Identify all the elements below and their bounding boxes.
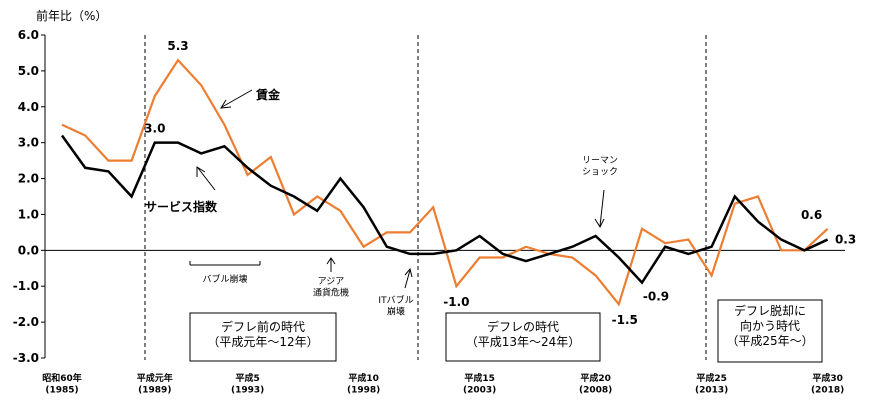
series-label: サービス指数 [145, 199, 218, 214]
y-tick-label: -3.0 [13, 351, 39, 365]
arrow-head [220, 99, 232, 109]
series-line [61, 58, 829, 307]
arrow-head [404, 267, 413, 278]
arrow [404, 269, 411, 289]
y-tick-label: 0.0 [18, 243, 39, 257]
x-tick-label: 平成25 (2013) [695, 372, 728, 395]
series-line [60, 134, 829, 285]
value-label: 0.6 [801, 207, 822, 221]
x-tick-label: 平成30 (2018) [811, 372, 844, 395]
series-label: 賃金 [255, 87, 281, 102]
value-label: 0.3 [835, 232, 856, 246]
annotation: バブル崩壊 [202, 273, 247, 285]
arrow-head [196, 166, 206, 177]
value-label: 5.3 [167, 39, 188, 53]
y-tick-label: 5.0 [18, 63, 39, 77]
arrow [221, 89, 253, 108]
arrow [599, 189, 605, 227]
y-tick-label: 3.0 [18, 135, 39, 149]
value-label: 3.0 [144, 121, 165, 135]
x-tick-label: 平成元年(1989) [137, 372, 173, 395]
y-tick-label: 2.0 [18, 171, 39, 185]
period-label: デフレの時代（平成13年～24年） [466, 319, 581, 349]
period-box [189, 312, 337, 362]
y-tick-label: 6.0 [18, 28, 39, 42]
value-label: -0.9 [643, 289, 669, 303]
x-tick-label: 平成20 (2008) [579, 372, 612, 395]
value-label: -1.5 [612, 313, 638, 327]
period-label: デフレ前の時代（平成元年～12年） [207, 319, 318, 349]
x-tick-label: 昭和60年(1985) [42, 372, 82, 395]
value-label: -1.0 [443, 295, 469, 309]
period-box [717, 299, 823, 363]
annotation: ITバブル崩壊 [378, 294, 413, 317]
x-tick-label: 平成15 (2003) [463, 372, 496, 395]
period-box [445, 312, 601, 362]
y-tick-label: -1.0 [13, 279, 39, 293]
x-tick-label: 平成10 (1998) [347, 372, 380, 395]
x-tick-label: 平成5 (1993) [231, 372, 264, 395]
arrow-head [326, 257, 336, 265]
arrow [197, 167, 216, 191]
y-tick-label: -2.0 [13, 315, 39, 329]
annotation: リーマンショック [582, 156, 618, 177]
annotation: アジア通貨危機 [313, 277, 349, 298]
y-tick-label: 4.0 [18, 99, 39, 113]
y-axis-label: 前年比（%） [36, 8, 107, 23]
arrow-head [594, 218, 605, 229]
period-label: デフレ脱却に向かう時代（平成25年～） [726, 303, 813, 348]
y-tick-label: 1.0 [18, 207, 39, 221]
